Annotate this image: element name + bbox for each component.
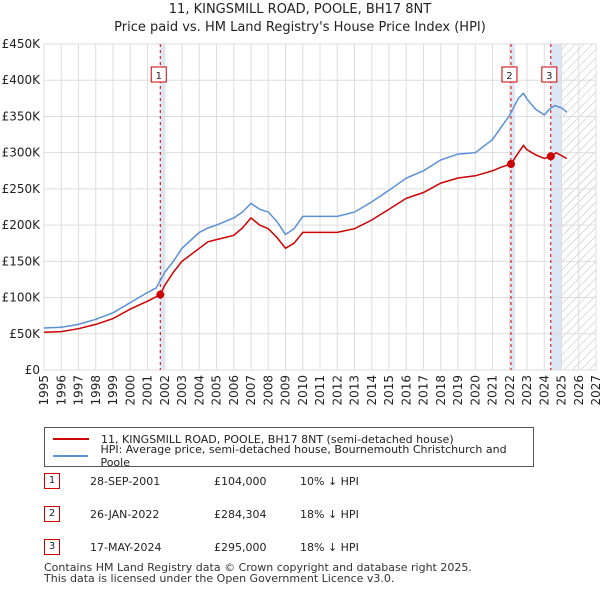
price-chart: £0 £50K £100K £150K £200K £250K £300K £350K £400… [2,37,600,406]
sale-date: 26-JAN-2022 [90,508,160,521]
sale-label: 2 [506,71,512,82]
sale-number: 2 [44,506,60,522]
sale-band [550,44,562,370]
x-tick-label: 2023 [520,375,534,406]
sale-label: 1 [156,71,162,82]
x-tick-label: 2020 [468,375,482,406]
table-row: 3 17-MAY-2024 £295,000 18% ↓ HPI [44,539,444,555]
sale-price: £284,304 [214,508,267,521]
legend-price-swatch [53,438,89,440]
y-tick-label: £300K [2,146,42,160]
x-tick-label: 2017 [417,375,431,406]
x-tick-label: 2014 [365,375,379,406]
legend-hpi-label: HPI: Average price, semi-detached house,… [100,443,507,469]
legend-price-label: 11, KINGSMILL ROAD, POOLE, BH17 8NT (sem… [101,432,454,446]
sale-point [506,160,515,169]
y-tick-label: £0 [25,363,40,377]
x-tick-label: 2007 [244,375,258,406]
chart-title: 11, KINGSMILL ROAD, POOLE, BH17 8NT [168,2,432,17]
x-tick-label: 1999 [106,375,120,406]
x-tick-label: 2018 [434,375,448,406]
y-tick-label: £250K [2,182,42,196]
sale-number: 1 [44,473,60,489]
x-tick-label: 2006 [227,375,241,406]
x-tick-label: 2021 [486,375,500,406]
sale-date: 28-SEP-2001 [90,475,161,488]
x-tick-label: 2026 [572,375,586,406]
y-tick-label: £200K [2,218,42,232]
x-tick-label: 1998 [89,375,103,406]
x-tick-label: 2000 [123,375,137,406]
x-tick-label: 2016 [399,375,413,406]
chart-subtitle: Price paid vs. HM Land Registry's House … [114,20,486,35]
x-tick-label: 2024 [537,375,551,406]
x-tick-label: 2005 [210,375,224,406]
sale-band [160,44,165,370]
sale-price: £295,000 [214,541,267,554]
x-tick-label: 2004 [192,375,206,406]
sale-label-box [501,66,518,83]
sale-label: 3 [546,71,552,82]
table-row: 2 26-JAN-2022 £284,304 18% ↓ HPI [44,506,444,522]
x-tick-label: 2012 [330,375,344,406]
sale-band [510,44,515,370]
x-tick-label: 2003 [175,375,189,406]
x-tick-label: 2011 [313,375,327,406]
x-tick-label: 2022 [503,375,517,406]
y-tick-label: £150K [2,254,42,268]
x-tick-label: 2009 [279,375,293,406]
legend-item-price: 11, KINGSMILL ROAD, POOLE, BH17 8NT (sem… [53,431,454,447]
legend-hpi-swatch [53,455,89,457]
hpi-series-line [43,92,568,329]
x-tick-label: 1996 [54,375,68,406]
sale-hpi-diff: 18% ↓ HPI [300,541,359,554]
y-tick-label: £450K [2,37,42,51]
x-tick-label: 2015 [382,375,396,406]
table-row: 1 28-SEP-2001 £104,000 10% ↓ HPI [44,473,444,489]
y-tick-label: £400K [2,73,42,87]
sale-point [156,290,165,299]
legend-item-hpi: HPI: Average price, semi-detached house,… [53,443,533,469]
y-tick-label: £50K [9,327,41,341]
sale-label-box [541,66,558,83]
x-tick-label: 1997 [72,375,86,406]
sale-point [546,152,555,161]
x-tick-label: 2025 [555,375,569,406]
x-tick-label: 2027 [589,375,600,406]
sale-label-box [150,66,167,83]
sale-number: 3 [44,539,60,555]
y-tick-label: £350K [2,109,42,123]
legend: 11, KINGSMILL ROAD, POOLE, BH17 8NT (sem… [44,427,534,469]
sale-hpi-diff: 10% ↓ HPI [300,475,359,488]
x-tick-label: 2010 [296,375,310,406]
x-tick-label: 2013 [348,375,362,406]
footer-licence: This data is licensed under the Open Gov… [44,572,395,585]
footer-copyright: Contains HM Land Registry data © Crown c… [44,561,472,574]
sale-hpi-diff: 18% ↓ HPI [300,508,359,521]
x-tick-label: 1995 [37,375,51,406]
x-tick-label: 2019 [451,375,465,406]
y-tick-label: £100K [2,291,42,305]
sale-date: 17-MAY-2024 [90,541,162,554]
sale-price: £104,000 [214,475,267,488]
x-tick-label: 2002 [158,375,172,406]
x-tick-label: 2001 [141,375,155,406]
x-tick-label: 2008 [261,375,275,406]
